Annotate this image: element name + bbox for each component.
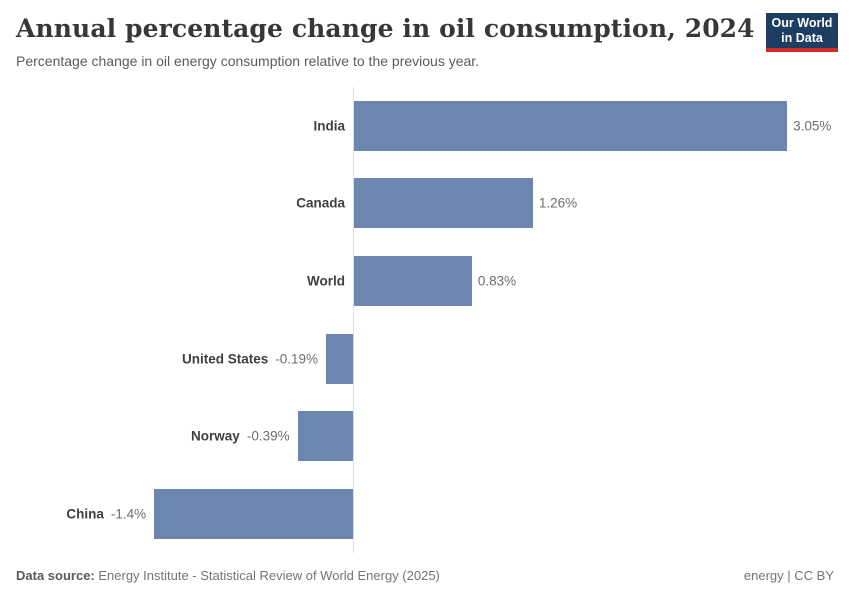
- category-name: World: [307, 273, 345, 289]
- category-name: United States: [181, 351, 269, 367]
- chart-row: 0.83% World: [0, 242, 850, 320]
- chart-row: China -1.4%: [0, 475, 850, 553]
- owid-logo-text: Our World in Data: [772, 16, 833, 45]
- value-label: 3.05%: [793, 118, 832, 134]
- page-subtitle: Percentage change in oil energy consumpt…: [16, 53, 480, 69]
- category-label: Norway -0.39%: [0, 429, 290, 444]
- chart-row: 3.05% India: [0, 87, 850, 165]
- zero-axis-line: [353, 87, 354, 553]
- category-label: China -1.4%: [0, 507, 146, 522]
- license-note[interactable]: energy | CC BY: [743, 568, 834, 583]
- data-source: Data source: Energy Institute - Statisti…: [16, 568, 440, 583]
- value-label: -0.39%: [246, 428, 290, 444]
- value-label: 1.26%: [538, 195, 578, 211]
- footer: Data source: Energy Institute - Statisti…: [16, 568, 834, 583]
- owid-logo-line1: Our World: [771, 16, 833, 31]
- bar-chart: 3.05% India 1.26% Canada 0.83% World United St…: [0, 87, 850, 553]
- chart-row: 1.26% Canada: [0, 165, 850, 243]
- data-source-text: Energy Institute - Statistical Review of…: [94, 568, 440, 583]
- bar-united-states[interactable]: [326, 333, 353, 384]
- chart-row: United States -0.19%: [0, 320, 850, 398]
- chart-row: Norway -0.39%: [0, 398, 850, 476]
- bar-canada[interactable]: [354, 178, 533, 229]
- value-label: -0.19%: [275, 351, 319, 367]
- owid-logo[interactable]: Our World in Data: [766, 13, 838, 52]
- bar-india[interactable]: [354, 100, 788, 151]
- category-label: India: [0, 118, 345, 133]
- category-name: China: [66, 506, 104, 522]
- bar-china[interactable]: [154, 489, 353, 540]
- category-name: India: [313, 118, 345, 134]
- category-label: World: [0, 274, 345, 289]
- bar-world[interactable]: [354, 256, 472, 307]
- data-source-label: Data source:: [16, 568, 95, 583]
- value-label: 0.83%: [477, 273, 517, 289]
- owid-logo-line2: in Data: [781, 30, 823, 45]
- page-title: Annual percentage change in oil consumpt…: [16, 14, 755, 43]
- category-label: United States -0.19%: [0, 351, 318, 366]
- value-label: -1.4%: [110, 506, 147, 522]
- category-name: Canada: [296, 195, 345, 211]
- category-label: Canada: [0, 196, 345, 211]
- bar-norway[interactable]: [297, 411, 353, 462]
- category-name: Norway: [191, 428, 240, 444]
